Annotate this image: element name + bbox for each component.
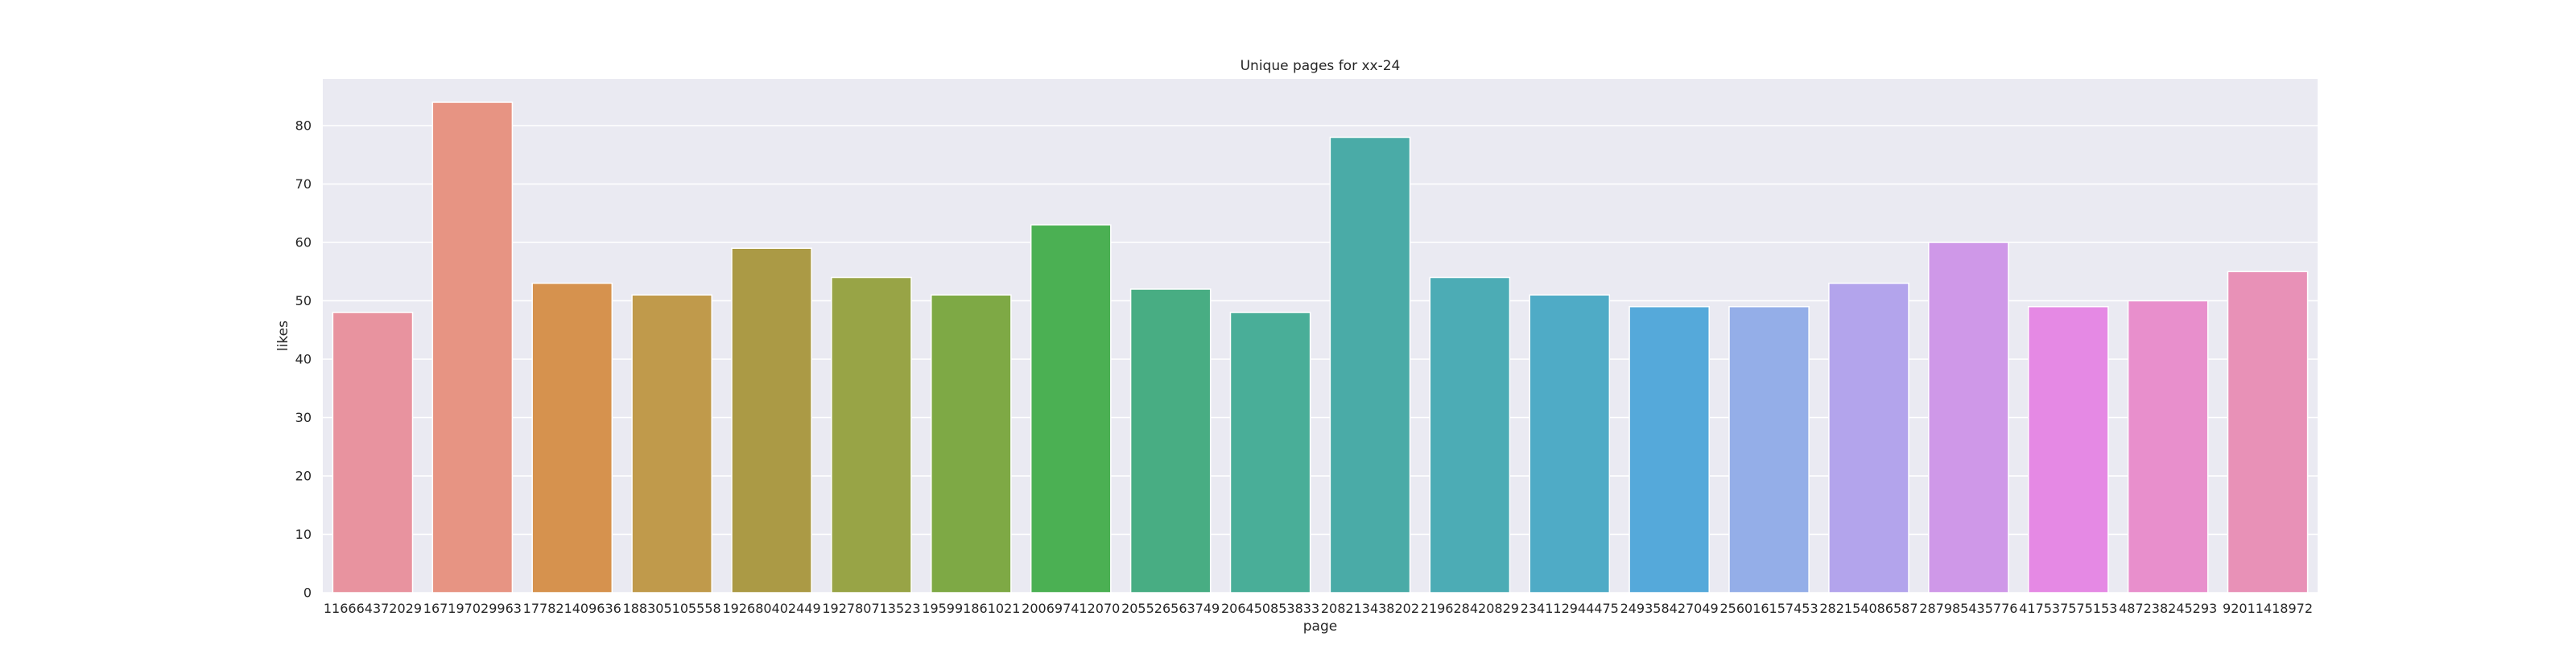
x-tick-label: 219628420829 — [1421, 601, 1519, 616]
y-tick-label: 10 — [295, 527, 312, 542]
chart-title: Unique pages for xx-24 — [1241, 58, 1401, 74]
x-tick-label: 92011418972 — [2223, 601, 2313, 616]
x-tick-label: 192780713523 — [822, 601, 920, 616]
y-axis-title: likes — [275, 321, 291, 351]
bar — [2227, 271, 2309, 594]
x-tick-label: 282154086587 — [1819, 601, 1918, 616]
bar — [2027, 306, 2109, 594]
bar — [1728, 306, 1810, 594]
bar — [1828, 283, 1909, 594]
bar — [332, 312, 414, 594]
bar — [1529, 294, 1611, 594]
x-tick-labels: 116664372029 167197029963 177821409636 1883… — [324, 601, 2313, 616]
bar — [831, 276, 912, 594]
x-tick-label: 167197029963 — [423, 601, 522, 616]
x-tick-label: 177821409636 — [523, 601, 621, 616]
bar — [1429, 276, 1511, 594]
y-tick-labels: 0 10 20 30 40 50 60 70 80 — [295, 118, 312, 601]
x-tick-label: 200697412070 — [1022, 601, 1120, 616]
bar — [431, 101, 514, 594]
y-tick-label: 20 — [295, 469, 312, 484]
y-tick-label: 30 — [295, 410, 312, 425]
bars — [332, 101, 2309, 594]
bar — [631, 294, 712, 594]
y-tick-label: 50 — [295, 293, 312, 308]
x-tick-label: 287985435776 — [1919, 601, 2017, 616]
x-tick-label: 188305105558 — [623, 601, 721, 616]
x-tick-label: 192680402449 — [722, 601, 820, 616]
x-tick-label: 205526563749 — [1121, 601, 1220, 616]
x-tick-label: 208213438202 — [1321, 601, 1419, 616]
bar — [1229, 312, 1311, 594]
bar — [1329, 136, 1411, 594]
y-tick-label: 70 — [295, 176, 312, 192]
bar — [1030, 224, 1112, 594]
bar — [931, 294, 1012, 594]
x-tick-label: 206450853833 — [1221, 601, 1319, 616]
x-tick-label: 195991861021 — [922, 601, 1020, 616]
plot-area — [323, 79, 2318, 593]
bar — [1629, 306, 1710, 594]
y-tick-label: 80 — [295, 118, 312, 134]
x-axis-title: page — [1303, 618, 1337, 635]
y-tick-label: 0 — [303, 585, 312, 601]
x-tick-label: 249358427049 — [1620, 601, 1719, 616]
bar — [531, 283, 613, 594]
x-tick-label: 417537575153 — [2019, 601, 2117, 616]
bar — [731, 247, 812, 594]
x-tick-label: 116664372029 — [324, 601, 422, 616]
bar — [2127, 300, 2209, 594]
bar — [1928, 242, 2009, 594]
y-tick-label: 60 — [295, 235, 312, 250]
x-tick-label: 487238245293 — [2119, 601, 2217, 616]
x-tick-label: 234112944475 — [1521, 601, 1619, 616]
y-tick-label: 40 — [295, 352, 312, 367]
x-tick-label: 256016157453 — [1719, 601, 1818, 616]
bar — [1129, 288, 1212, 594]
